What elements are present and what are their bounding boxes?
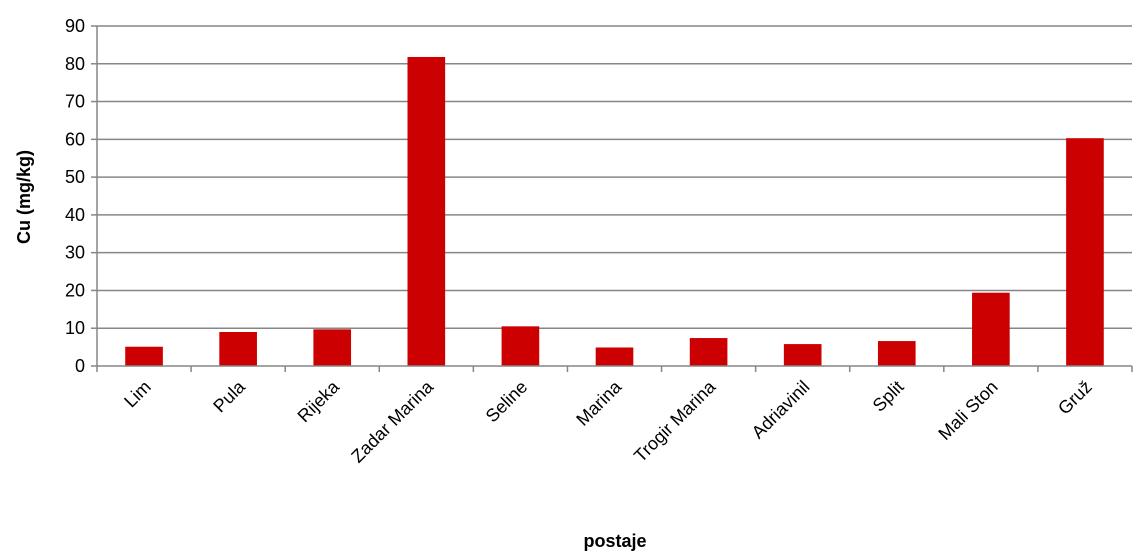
bar (407, 56, 446, 366)
x-tick-label: Trogir Marina (630, 376, 720, 466)
x-axis-title: postaje (583, 531, 646, 551)
x-tick-labels: Lim Pula Rijeka Zadar Marina Seline Marina Tro… (120, 376, 1096, 467)
y-tick-label: 70 (65, 92, 85, 112)
bar (125, 346, 163, 366)
bar (501, 326, 540, 366)
x-tick-label: Mali Ston (934, 377, 1001, 444)
y-axis-title: Cu (mg/kg) (14, 150, 34, 244)
bar (219, 332, 257, 366)
x-tick-label: Lim (120, 377, 155, 412)
y-tick-label: 90 (65, 16, 85, 36)
x-tick-label: Marina (572, 376, 626, 430)
y-tick-label: 10 (65, 318, 85, 338)
bar (783, 344, 822, 366)
y-tick-label: 40 (65, 205, 85, 225)
bars (125, 56, 1104, 366)
gridlines (97, 25, 1132, 329)
y-tick-label: 50 (65, 167, 85, 187)
bar (1066, 138, 1104, 366)
bar (689, 338, 728, 366)
x-tick-label: Rijeka (294, 376, 344, 426)
y-tick-label: 60 (65, 129, 85, 149)
x-tick-label: Adriavinil (748, 377, 814, 443)
y-tick-label: 30 (65, 243, 85, 263)
axes (91, 25, 1133, 372)
x-tick-label: Seline (482, 377, 532, 427)
x-tick-label: Zadar Marina (347, 376, 438, 467)
y-tick-label: 0 (75, 356, 85, 376)
y-tick-label: 20 (65, 280, 85, 300)
bar (313, 329, 352, 366)
y-tick-labels: 0 10 20 30 40 50 60 70 80 90 (65, 16, 85, 376)
x-tick-label: Pula (209, 376, 249, 416)
bar (972, 292, 1010, 366)
x-tick-label: Split (869, 377, 908, 416)
x-tick-label: Gruž (1054, 377, 1096, 419)
bar (877, 341, 916, 366)
y-tick-label: 80 (65, 54, 85, 74)
bar (595, 347, 634, 366)
